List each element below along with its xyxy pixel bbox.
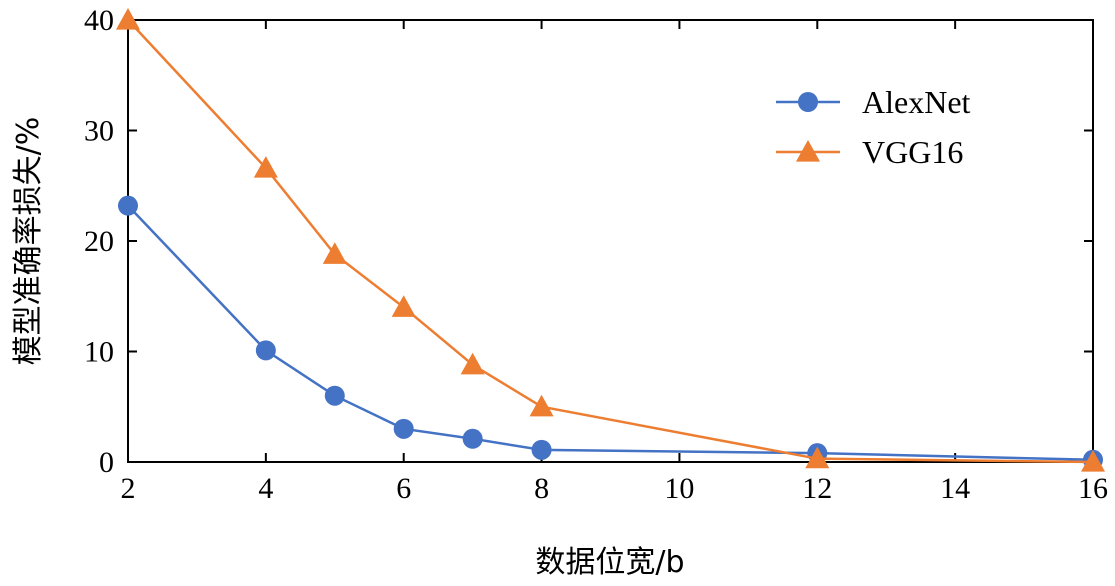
data-point-alexnet — [118, 195, 138, 216]
legend-label: VGG16 — [862, 134, 963, 170]
y-tick-label: 0 — [99, 446, 114, 479]
data-point-vgg16 — [391, 295, 416, 317]
series-line-vgg16 — [127, 19, 1094, 464]
data-point-alexnet — [393, 418, 414, 439]
data-point-vgg16 — [116, 8, 140, 30]
data-point-alexnet — [324, 385, 345, 406]
y-tick-label: 10 — [84, 336, 114, 369]
data-point-vgg16 — [805, 446, 830, 469]
legend: AlexNet VGG16 — [776, 84, 971, 170]
x-tick-label: 8 — [534, 472, 549, 505]
data-point-vgg16 — [460, 352, 485, 375]
y-axis-title: 模型准确率损失/% — [11, 117, 46, 366]
legend-label: AlexNet — [862, 84, 971, 120]
x-tick-label: 2 — [121, 472, 136, 505]
legend-marker — [798, 92, 818, 112]
x-tick-label: 16 — [1078, 472, 1108, 505]
x-tick-label: 10 — [664, 472, 694, 505]
data-point-vgg16 — [1081, 450, 1105, 472]
x-axis-title: 数据位宽/b — [535, 545, 684, 580]
x-tick-label: 6 — [396, 472, 411, 505]
x-axis-ticks: 2 4 6 8 10 12 14 16 — [121, 20, 1108, 505]
series-layer — [116, 8, 1105, 472]
y-tick-label: 30 — [84, 115, 114, 148]
y-axis-ticks: 0 10 20 30 40 — [84, 4, 1093, 479]
x-tick-label: 12 — [802, 472, 832, 505]
data-point-vgg16 — [529, 394, 554, 417]
x-tick-label: 4 — [258, 472, 273, 505]
x-tick-label: 14 — [940, 472, 970, 505]
data-point-alexnet — [531, 439, 552, 460]
y-tick-label: 20 — [84, 225, 114, 258]
data-point-alexnet — [462, 428, 483, 449]
y-tick-label: 40 — [84, 4, 114, 37]
series-line-alexnet — [127, 204, 1094, 462]
legend-marker — [796, 140, 820, 162]
data-point-vgg16 — [253, 156, 278, 178]
data-point-alexnet — [255, 340, 276, 361]
data-point-vgg16 — [322, 242, 347, 264]
